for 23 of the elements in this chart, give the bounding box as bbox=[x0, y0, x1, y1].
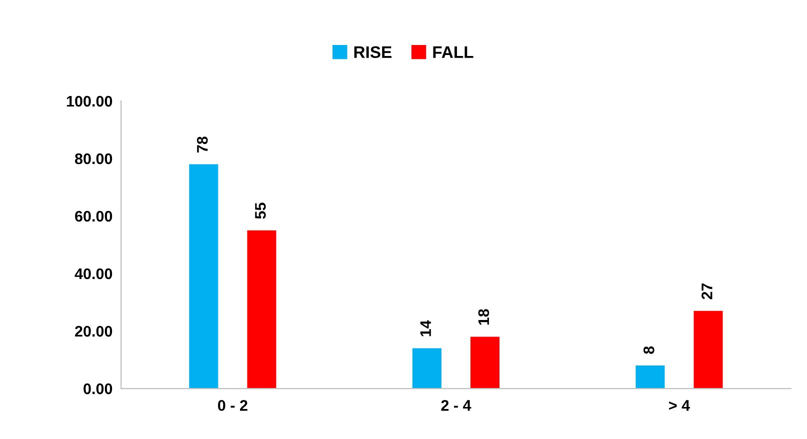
bar bbox=[694, 310, 723, 389]
x-tick-label: 0 - 2 bbox=[218, 400, 248, 411]
y-tick-label: 40.00 bbox=[74, 268, 112, 280]
y-tick-label: 20.00 bbox=[75, 326, 112, 337]
data-label: 55 bbox=[255, 202, 266, 219]
y-tick-label: 100.00 bbox=[66, 96, 112, 107]
data-label: 78 bbox=[196, 136, 208, 152]
y-tick-label: 0.00 bbox=[84, 383, 112, 394]
y-tick-label: 60.00 bbox=[75, 210, 112, 222]
legend-label: FALL bbox=[433, 46, 474, 58]
data-label: 18 bbox=[478, 309, 490, 325]
y-tick-label: 80.00 bbox=[74, 153, 112, 164]
bar bbox=[189, 164, 218, 389]
x-tick-label: 2 - 4 bbox=[441, 400, 472, 411]
legend-label: RISE bbox=[354, 46, 392, 58]
bar bbox=[247, 230, 276, 389]
data-label: 14 bbox=[420, 320, 431, 336]
bar bbox=[636, 366, 665, 389]
data-label: 27 bbox=[702, 283, 712, 300]
x-tick-label: > 4 bbox=[669, 400, 690, 411]
data-label: 8 bbox=[643, 346, 654, 354]
bar bbox=[470, 336, 500, 389]
bar bbox=[412, 348, 442, 389]
